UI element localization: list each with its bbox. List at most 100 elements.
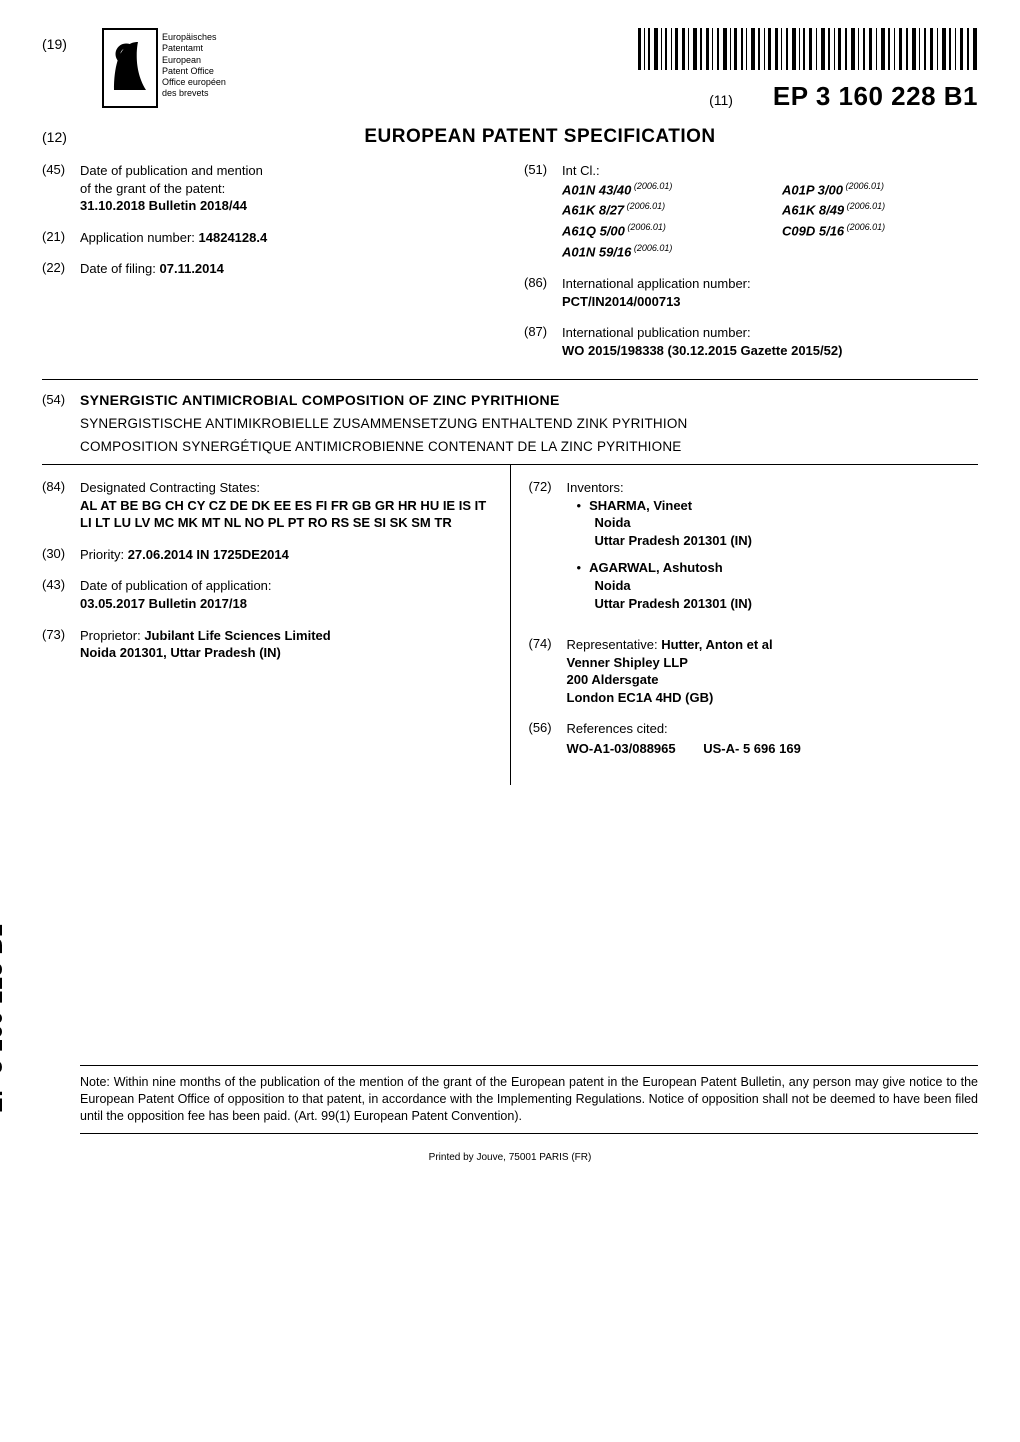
f86-value: PCT/IN2014/000713 <box>562 293 978 311</box>
printer-footer: Printed by Jouve, 75001 PARIS (FR) <box>42 1152 978 1163</box>
field-73: (73) Proprietor: Jubilant Life Sciences … <box>42 627 492 662</box>
biblio-lower-right: (72) Inventors: SHARMA, VineetNoidaUttar… <box>511 465 979 785</box>
biblio-upper: (45) Date of publication and mention of … <box>42 162 978 373</box>
f22-label: Date of filing: <box>80 261 156 276</box>
field-30: (30) Priority: 27.06.2014 IN 1725DE2014 <box>42 546 492 564</box>
title-en: SYNERGISTIC ANTIMICROBIAL COMPOSITION OF… <box>80 392 560 408</box>
f74-line: 200 Aldersgate <box>567 671 979 689</box>
inventor: AGARWAL, AshutoshNoidaUttar Pradesh 2013… <box>577 559 979 612</box>
publication-number: EP 3 160 228 B1 <box>773 81 978 112</box>
inventor-list: SHARMA, VineetNoidaUttar Pradesh 201301 … <box>577 497 979 612</box>
tag-30: (30) <box>42 546 80 564</box>
tag-43: (43) <box>42 577 80 612</box>
divider <box>42 379 978 380</box>
logo-label: Patentamt <box>162 43 226 54</box>
ipc-item: A61Q 5/00 (2006.01) <box>562 221 758 240</box>
refs-list: WO-A1-03/088965 US-A- 5 696 169 <box>567 740 979 758</box>
f45-line: Date of publication and mention <box>80 162 496 180</box>
f22-value: 07.11.2014 <box>160 261 224 276</box>
field-21: (21) Application number: 14824128.4 <box>42 229 496 247</box>
divider <box>80 1133 978 1134</box>
ipc-item: A61K 8/27 (2006.01) <box>562 200 758 219</box>
f74-line: Venner Shipley LLP <box>567 654 979 672</box>
field-22: (22) Date of filing: 07.11.2014 <box>42 260 496 278</box>
barcode-icon <box>638 28 978 70</box>
tag-84: (84) <box>42 479 80 532</box>
logo-label: European <box>162 55 226 66</box>
biblio-lower-left: (84) Designated Contracting States: AL A… <box>42 465 511 785</box>
tag-56: (56) <box>529 720 567 757</box>
ipc-item: A61K 8/49 (2006.01) <box>782 200 978 219</box>
field-84: (84) Designated Contracting States: AL A… <box>42 479 492 532</box>
specification-title: EUROPEAN PATENT SPECIFICATION <box>102 126 978 148</box>
biblio-upper-right: (51) Int Cl.: A01N 43/40 (2006.01) A01P 3… <box>524 162 978 373</box>
field-51: (51) Int Cl.: A01N 43/40 (2006.01) A01P 3… <box>524 162 978 261</box>
field-86: (86) International application number: P… <box>524 275 978 310</box>
tag-86: (86) <box>524 275 562 310</box>
tag-22: (22) <box>42 260 80 278</box>
f74-name: Hutter, Anton et al <box>661 637 772 652</box>
biblio-lower: (84) Designated Contracting States: AL A… <box>42 464 978 785</box>
pubnum-row: (11) EP 3 160 228 B1 <box>226 81 978 112</box>
epo-logo-block: Europäisches Patentamt European Patent O… <box>102 28 226 108</box>
field-56: (56) References cited: WO-A1-03/088965 U… <box>529 720 979 757</box>
ipc-item: A01P 3/00 (2006.01) <box>782 180 978 199</box>
tag-19: (19) <box>42 28 102 52</box>
field-43: (43) Date of publication of application:… <box>42 577 492 612</box>
ipc-item: A01N 43/40 (2006.01) <box>562 180 758 199</box>
f21-label: Application number: <box>80 230 195 245</box>
header: (19) Europäisches Patentamt European Pat… <box>42 28 978 112</box>
biblio-upper-left: (45) Date of publication and mention of … <box>42 162 496 373</box>
epo-logo-labels: Europäisches Patentamt European Patent O… <box>162 28 226 100</box>
f73-addr: Noida 201301, Uttar Pradesh (IN) <box>80 644 492 662</box>
f73-name: Jubilant Life Sciences Limited <box>144 628 330 643</box>
tag-51: (51) <box>524 162 562 261</box>
tag-11: (11) <box>709 92 733 108</box>
f72-label: Inventors: <box>567 479 979 497</box>
lower-section: Note: Within nine months of the publicat… <box>42 1065 978 1163</box>
ipc-item: C09D 5/16 (2006.01) <box>782 221 978 240</box>
f87-label: International publication number: <box>562 324 978 342</box>
f43-label: Date of publication of application: <box>80 577 492 595</box>
f30-label: Priority: <box>80 547 124 562</box>
f87-value: WO 2015/198338 (30.12.2015 Gazette 2015/… <box>562 342 978 360</box>
f51-label: Int Cl.: <box>562 162 978 180</box>
f73-label: Proprietor: <box>80 628 141 643</box>
logo-label: des brevets <box>162 88 226 99</box>
f74-label: Representative: <box>567 637 658 652</box>
f45-line: of the grant of the patent: <box>80 180 496 198</box>
f86-label: International application number: <box>562 275 978 293</box>
tag-21: (21) <box>42 229 80 247</box>
f43-value: 03.05.2017 Bulletin 2017/18 <box>80 595 492 613</box>
ref-item: US-A- 5 696 169 <box>703 740 801 758</box>
f84-value: AL AT BE BG CH CY CZ DE DK EE ES FI FR G… <box>80 497 492 532</box>
ref-item: WO-A1-03/088965 <box>567 740 676 758</box>
field-87: (87) International publication number: W… <box>524 324 978 359</box>
f45-value: 31.10.2018 Bulletin 2018/44 <box>80 197 496 215</box>
tag-74: (74) <box>529 636 567 706</box>
epo-logo-icon <box>102 28 158 108</box>
f74-line: London EC1A 4HD (GB) <box>567 689 979 707</box>
ipc-grid: A01N 43/40 (2006.01)A01P 3/00 (2006.01)A… <box>562 180 978 262</box>
f84-label: Designated Contracting States: <box>80 479 492 497</box>
tag-87: (87) <box>524 324 562 359</box>
spine-pubnum: EP 3 160 228 B1 <box>0 923 8 1113</box>
ipc-item: A01N 59/16 (2006.01) <box>562 242 758 261</box>
row-12: (12) EUROPEAN PATENT SPECIFICATION <box>42 126 978 148</box>
f30-value: 27.06.2014 IN 1725DE2014 <box>128 547 289 562</box>
inventor: SHARMA, VineetNoidaUttar Pradesh 201301 … <box>577 497 979 550</box>
logo-label: Europäisches <box>162 32 226 43</box>
field-54: (54) SYNERGISTIC ANTIMICROBIAL COMPOSITI… <box>42 392 978 408</box>
header-right: (11) EP 3 160 228 B1 <box>226 28 978 112</box>
title-fr: COMPOSITION SYNERGÉTIQUE ANTIMICROBIENNE… <box>80 439 978 454</box>
f56-label: References cited: <box>567 720 979 738</box>
logo-label: Patent Office <box>162 66 226 77</box>
tag-72: (72) <box>529 479 567 622</box>
f21-value: 14824128.4 <box>199 230 268 245</box>
tag-73: (73) <box>42 627 80 662</box>
tag-12: (12) <box>42 129 102 145</box>
opposition-note: Note: Within nine months of the publicat… <box>80 1074 978 1125</box>
field-45: (45) Date of publication and mention of … <box>42 162 496 215</box>
field-74: (74) Representative: Hutter, Anton et al… <box>529 636 979 706</box>
field-72: (72) Inventors: SHARMA, VineetNoidaUttar… <box>529 479 979 622</box>
